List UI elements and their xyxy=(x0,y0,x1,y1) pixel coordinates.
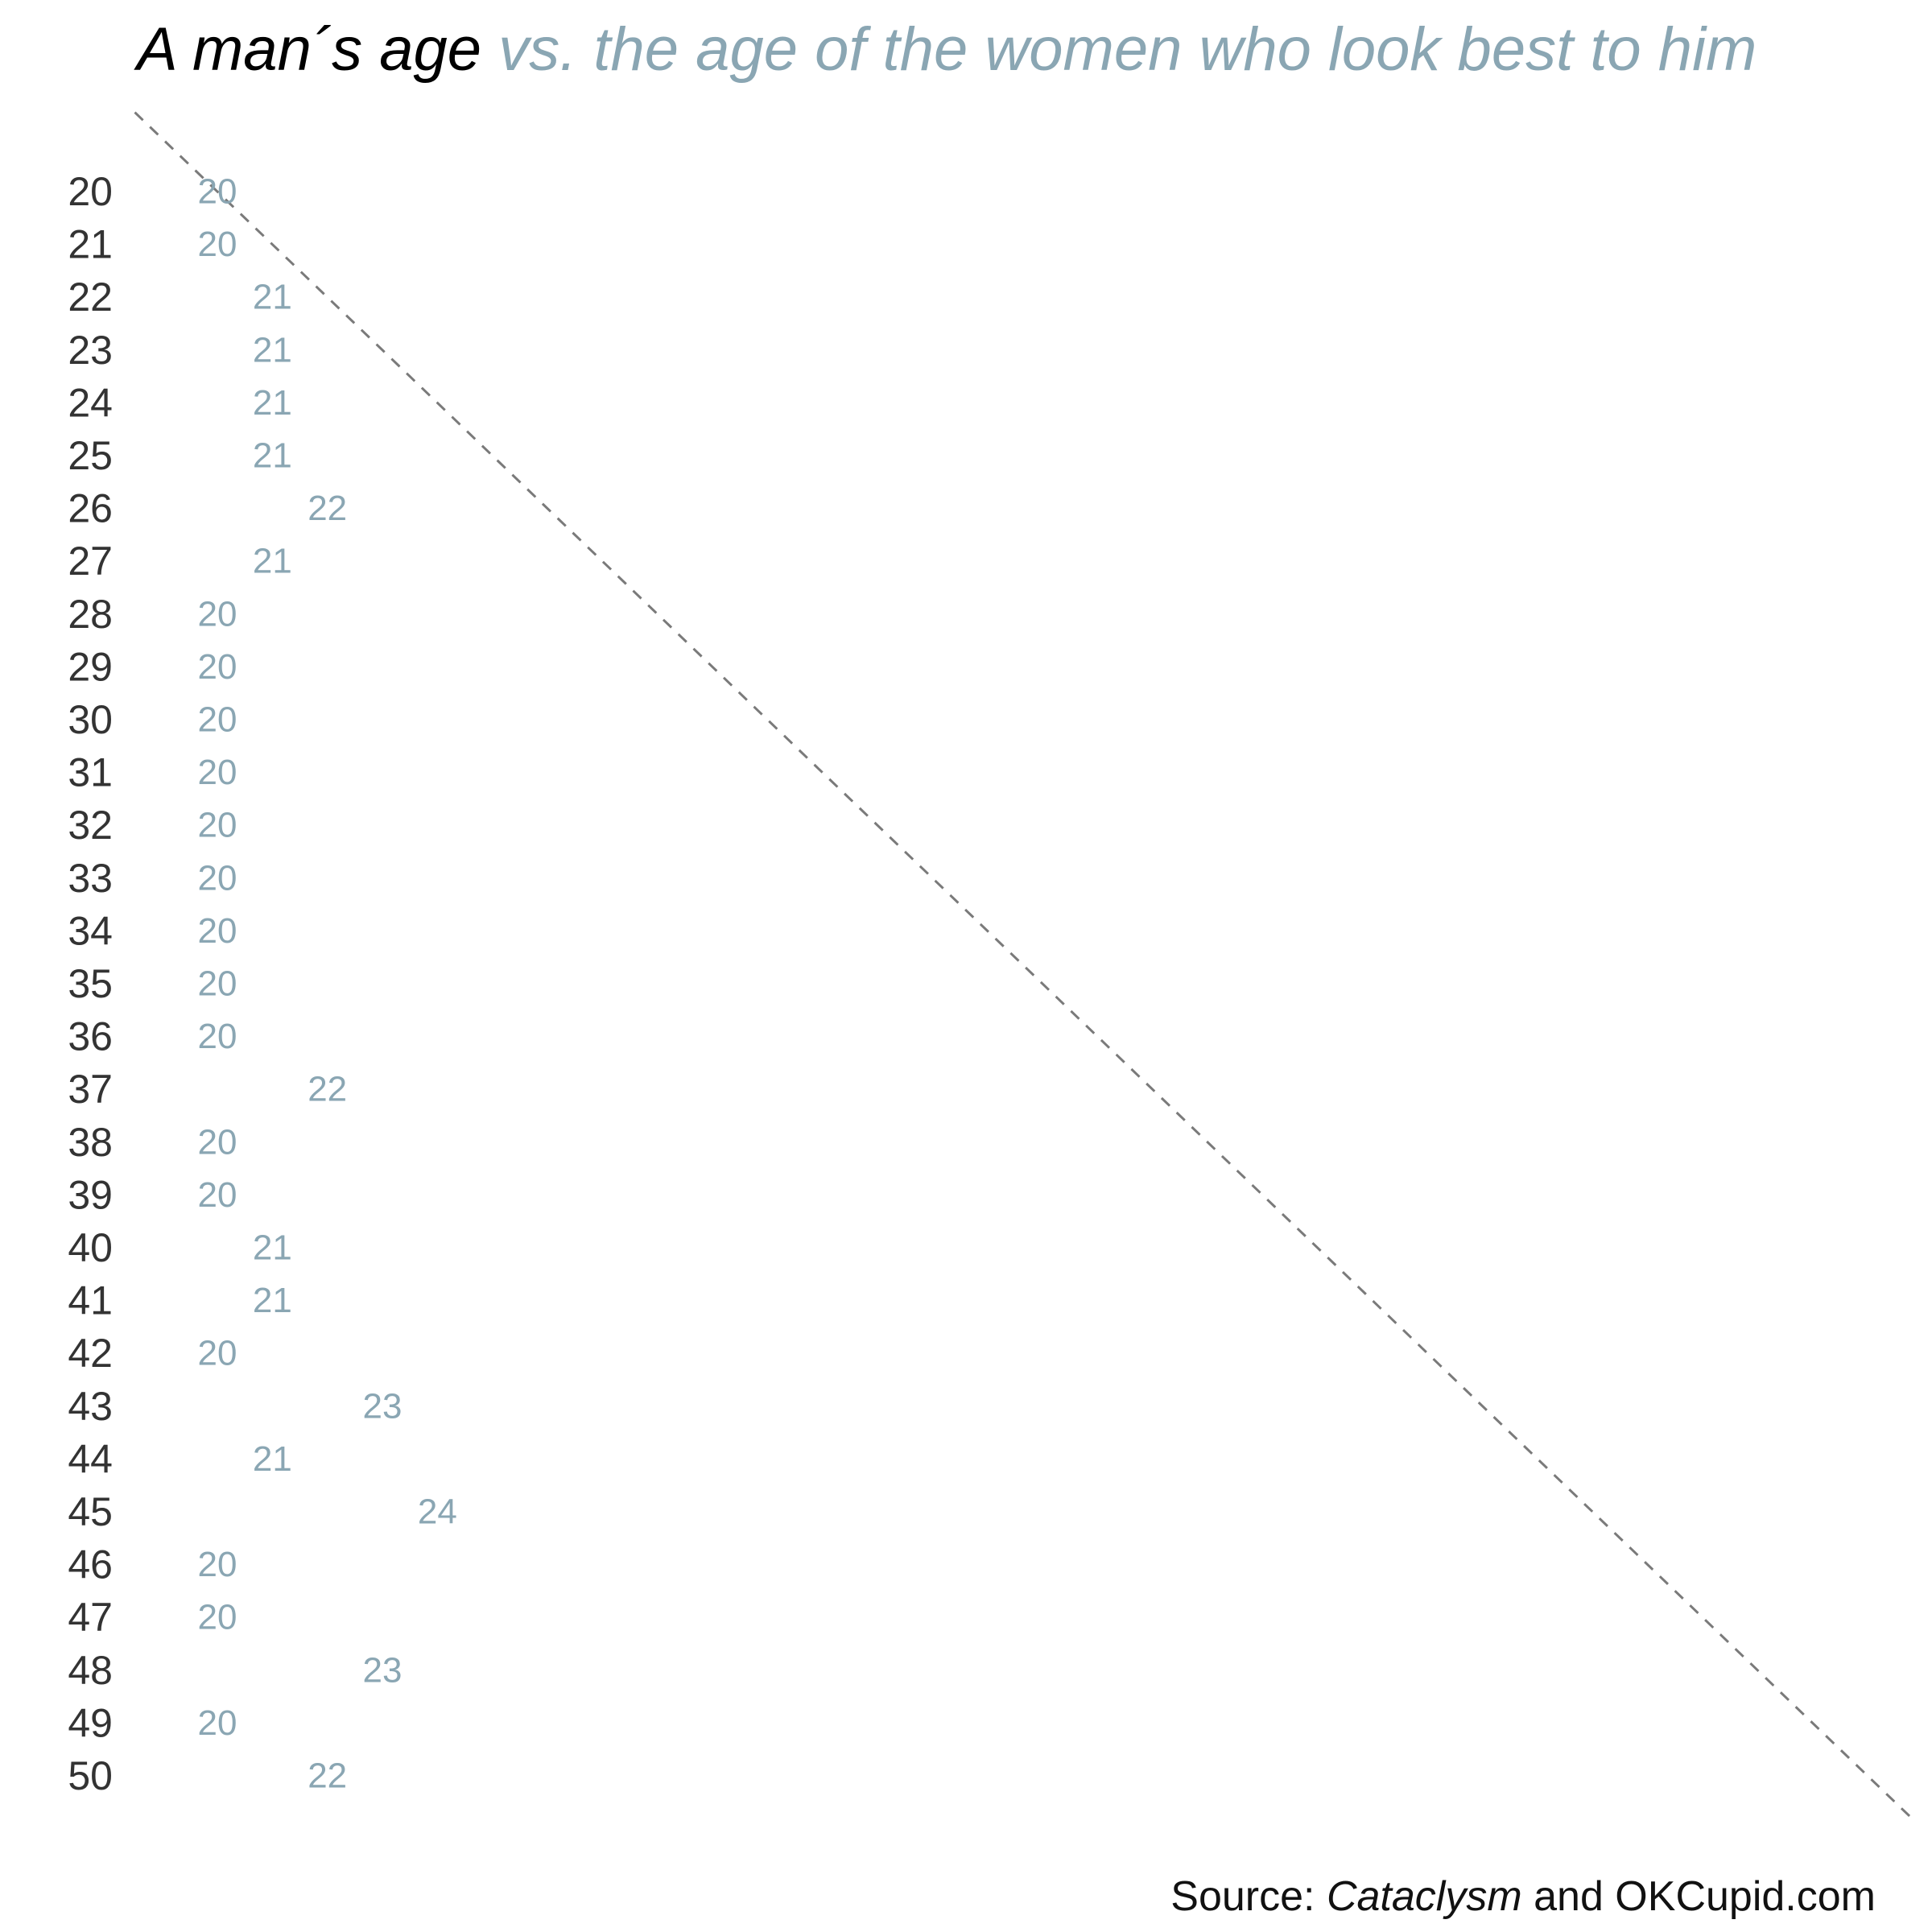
source-note: Source: Cataclysm and OKCupid.com xyxy=(1170,1872,1876,1921)
preferred-age-point: 21 xyxy=(253,1228,292,1268)
preferred-age-point: 20 xyxy=(198,1703,237,1743)
diagonal-reference-line xyxy=(134,111,1916,1822)
preferred-age-point: 20 xyxy=(198,1598,237,1637)
preferred-age-point: 20 xyxy=(198,594,237,634)
preferred-age-point: 20 xyxy=(198,172,237,212)
preferred-age-point: 22 xyxy=(308,1070,347,1109)
preferred-age-point: 20 xyxy=(198,647,237,687)
man-age-label: 42 xyxy=(68,1331,113,1376)
man-age-label: 22 xyxy=(68,275,113,320)
preferred-age-point: 20 xyxy=(198,225,237,264)
preferred-age-point: 20 xyxy=(198,1122,237,1162)
man-age-label: 30 xyxy=(68,697,113,742)
man-age-label: 47 xyxy=(68,1595,113,1640)
preferred-age-point: 21 xyxy=(253,436,292,476)
preferred-age-point: 20 xyxy=(198,964,237,1004)
man-age-label: 33 xyxy=(68,856,113,901)
source-prefix: Source: xyxy=(1170,1873,1327,1920)
man-age-label: 39 xyxy=(68,1172,113,1217)
preferred-age-point: 20 xyxy=(198,1545,237,1584)
chart-title-main: A man´s age xyxy=(137,15,482,84)
preferred-age-point: 20 xyxy=(198,1017,237,1056)
man-age-label: 25 xyxy=(68,433,113,478)
preferred-age-point: 22 xyxy=(308,489,347,528)
man-age-label: 41 xyxy=(68,1278,113,1323)
preferred-age-point: 20 xyxy=(198,911,237,951)
preferred-age-point: 20 xyxy=(198,1334,237,1373)
preferred-age-labels: 20 20 21 21 21 21 22 21 20 20 20 20 20 20 20 20 20 22 20 20… xyxy=(198,172,457,1796)
source-italic: Cataclysm xyxy=(1326,1873,1522,1920)
man-age-label: 45 xyxy=(68,1489,113,1534)
preferred-age-point: 21 xyxy=(253,1281,292,1320)
preferred-age-point: 23 xyxy=(363,1386,402,1426)
preferred-age-point: 20 xyxy=(198,858,237,898)
preferred-age-point: 21 xyxy=(253,330,292,369)
preferred-age-point: 20 xyxy=(198,700,237,740)
preferred-age-point: 20 xyxy=(198,753,237,792)
preferred-age-point: 24 xyxy=(418,1492,457,1532)
man-age-label: 44 xyxy=(68,1436,113,1481)
man-age-label: 36 xyxy=(68,1014,113,1059)
preferred-age-point: 21 xyxy=(253,1439,292,1479)
preferred-age-point: 23 xyxy=(363,1650,402,1690)
man-age-label: 37 xyxy=(68,1067,113,1112)
preferred-age-point: 21 xyxy=(253,278,292,317)
preferred-age-point: 21 xyxy=(253,542,292,581)
man-age-label: 27 xyxy=(68,539,113,584)
man-age-label: 49 xyxy=(68,1700,113,1745)
man-age-label: 26 xyxy=(68,486,113,531)
man-age-label: 50 xyxy=(68,1753,113,1798)
man-age-label: 31 xyxy=(68,750,113,795)
chart-title-subtitle: vs. the age of the women who look best t… xyxy=(498,15,1757,84)
men-age-labels: 20 21 22 23 24 25 26 27 28 29 30 31 32 33 34 35 36 37 38 39… xyxy=(68,169,113,1798)
man-age-label: 20 xyxy=(68,169,113,214)
man-age-label: 43 xyxy=(68,1384,113,1429)
man-age-label: 38 xyxy=(68,1120,113,1165)
man-age-label: 48 xyxy=(68,1648,113,1693)
preferred-age-point: 20 xyxy=(198,806,237,845)
man-age-label: 29 xyxy=(68,644,113,689)
man-age-label: 34 xyxy=(68,908,113,953)
chart-title: A man´s age vs. the age of the women who… xyxy=(137,11,1757,89)
source-suffix: and OKCupid.com xyxy=(1521,1873,1876,1920)
man-age-label: 40 xyxy=(68,1225,113,1270)
man-age-label: 23 xyxy=(68,328,113,373)
man-age-label: 35 xyxy=(68,961,113,1006)
man-age-label: 21 xyxy=(68,222,113,267)
preferred-age-point: 22 xyxy=(308,1757,347,1796)
man-age-label: 24 xyxy=(68,380,113,425)
man-age-label: 32 xyxy=(68,803,113,848)
preferred-age-point: 20 xyxy=(198,1175,237,1215)
man-age-label: 28 xyxy=(68,592,113,637)
preferred-age-point: 21 xyxy=(253,383,292,423)
man-age-label: 46 xyxy=(68,1542,113,1587)
